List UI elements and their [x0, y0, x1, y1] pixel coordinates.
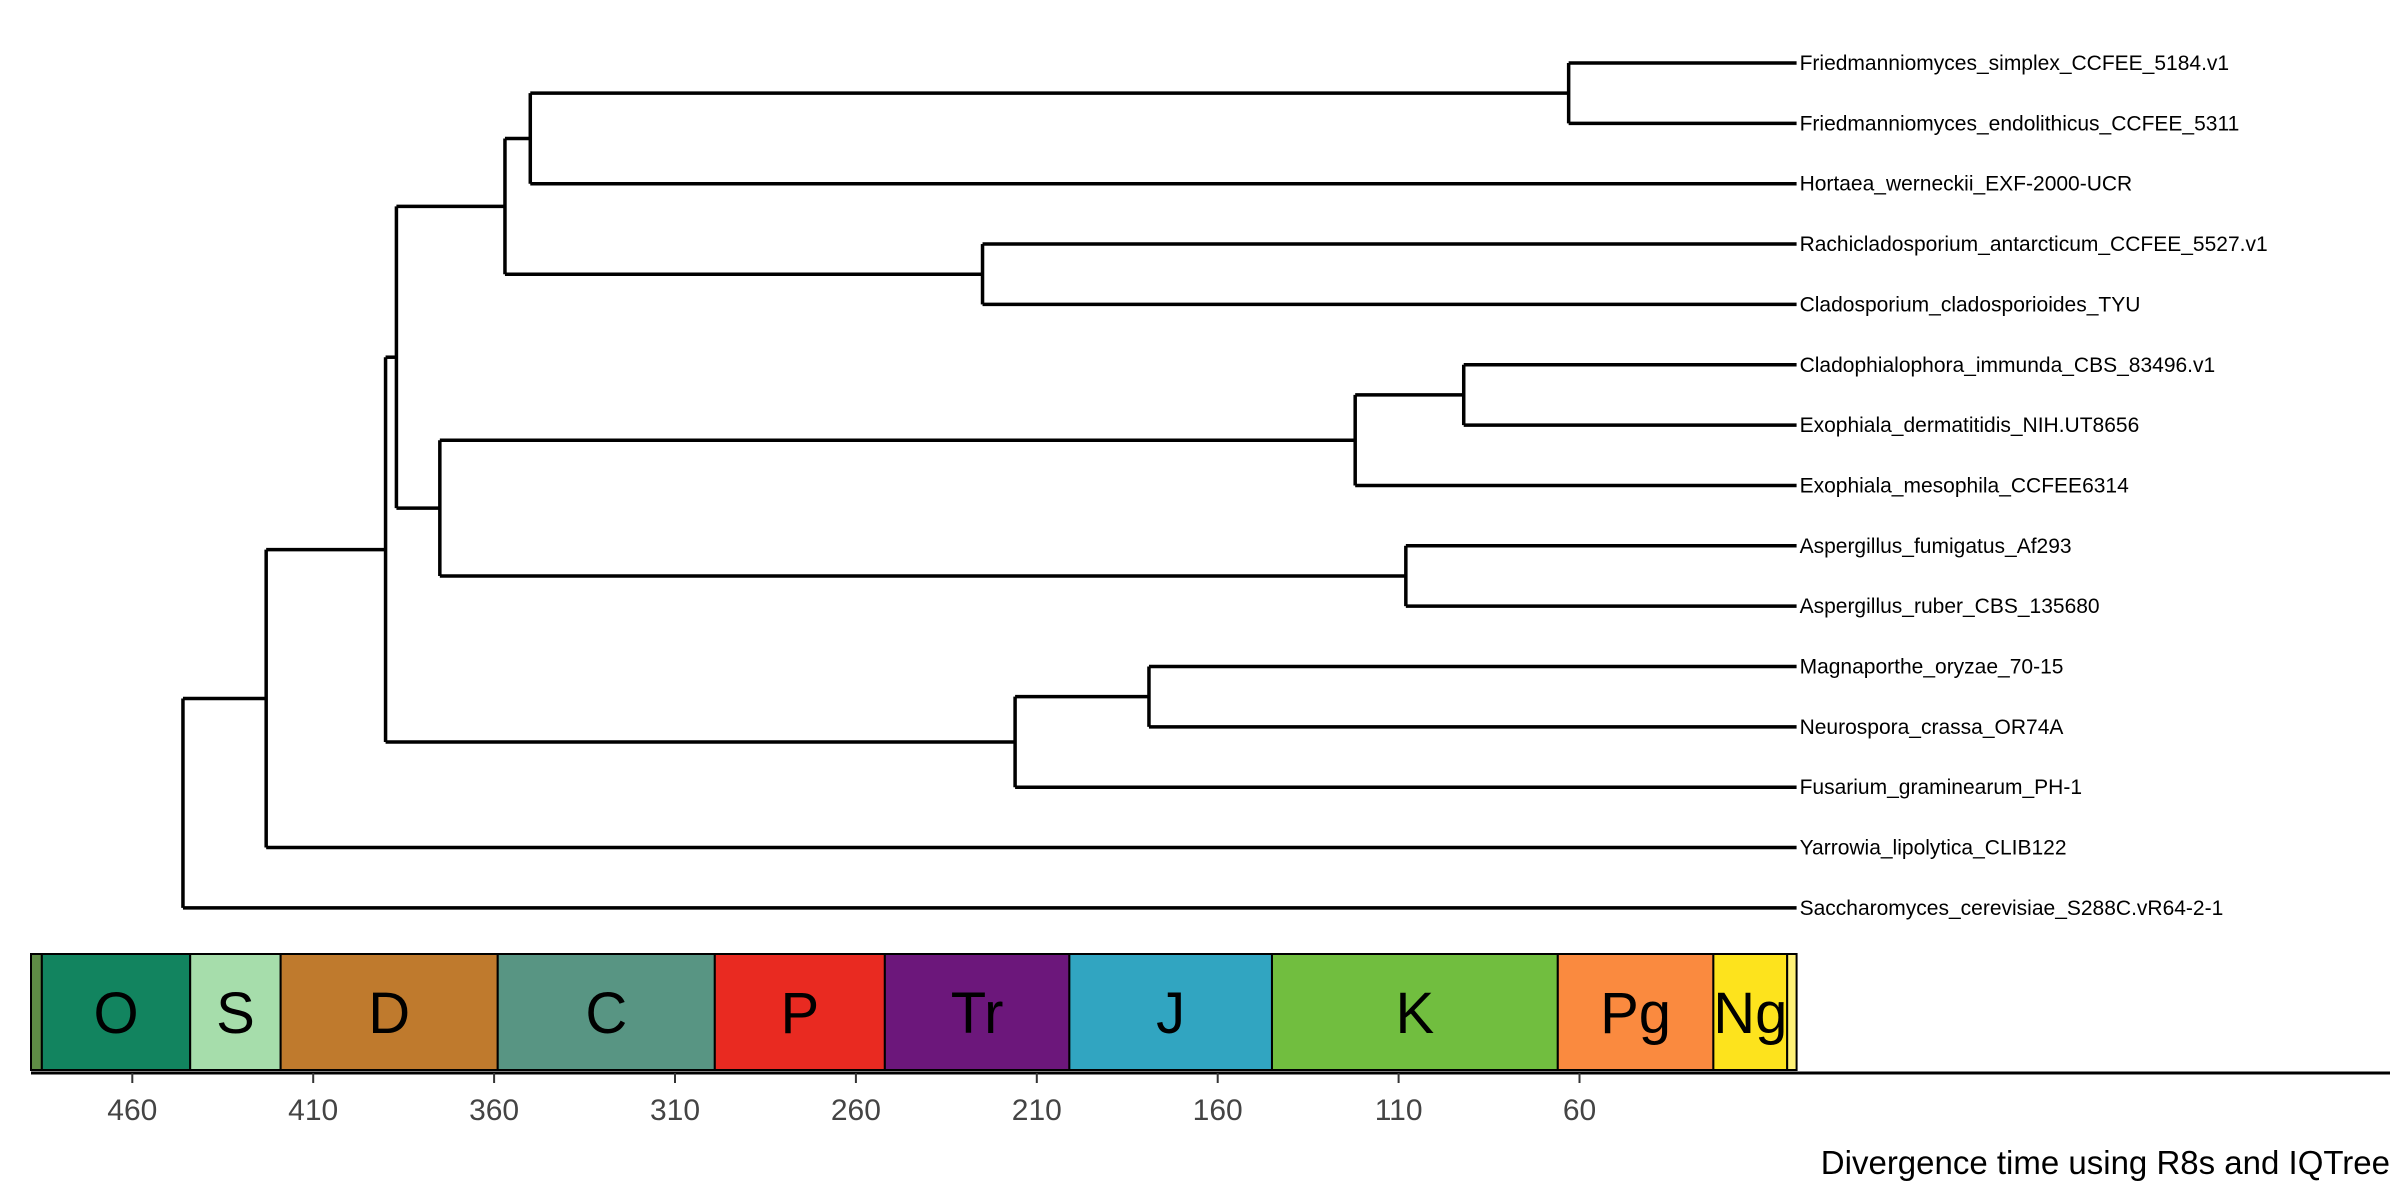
period-label: Pg [1600, 981, 1671, 1046]
tick-label: 360 [469, 1094, 519, 1127]
taxon-label: Cladophialophora_immunda_CBS_83496.v1 [1800, 354, 2216, 377]
taxon-label: Hortaea_werneckii_EXF-2000-UCR [1800, 173, 2133, 196]
time-axis: 460 410 360 310 260 210 160 110 60 [31, 1073, 2390, 1127]
tick-label: 210 [1012, 1094, 1062, 1127]
tree-branches [183, 63, 1797, 908]
taxon-label: Friedmanniomyces_endolithicus_CCFEE_5311 [1800, 112, 2240, 135]
taxon-label: Exophiala_dermatitidis_NIH.UT8656 [1800, 414, 2140, 437]
taxon-labels: Friedmanniomyces_simplex_CCFEE_5184.v1 Fr… [1800, 52, 2268, 920]
taxon-label: Rachicladosporium_antarcticum_CCFEE_5527… [1800, 233, 2268, 256]
taxon-label: Saccharomyces_cerevisiae_S288C.vR64-2-1 [1800, 897, 2224, 920]
period-block-11 [1787, 954, 1796, 1070]
tick-label: 460 [107, 1094, 157, 1127]
taxon-label: Aspergillus_ruber_CBS_135680 [1800, 595, 2100, 618]
period-label: J [1156, 981, 1185, 1046]
period-label: Ng [1713, 981, 1787, 1046]
period-label: D [368, 981, 410, 1046]
geologic-timescale: O S D C P Tr J K Pg Ng [31, 954, 1797, 1070]
taxon-label: Cladosporium_cladosporioides_TYU [1800, 293, 2141, 316]
period-label: O [93, 981, 138, 1046]
tick-label: 310 [650, 1094, 700, 1127]
taxon-label: Magnaporthe_oryzae_70-15 [1800, 656, 2064, 679]
taxon-label: Fusarium_graminearum_PH-1 [1800, 776, 2082, 799]
period-block-0 [31, 954, 42, 1070]
taxon-label: Aspergillus_fumigatus_Af293 [1800, 535, 2072, 558]
taxon-label: Neurospora_crassa_OR74A [1800, 716, 2064, 739]
period-label: C [585, 981, 627, 1046]
period-label: Tr [951, 981, 1004, 1046]
taxon-label: Friedmanniomyces_simplex_CCFEE_5184.v1 [1800, 52, 2230, 75]
tick-label: 410 [288, 1094, 338, 1127]
taxon-label: Yarrowia_lipolytica_CLIB122 [1800, 837, 2067, 860]
period-label: S [216, 981, 255, 1046]
taxon-label: Exophiala_mesophila_CCFEE6314 [1800, 474, 2130, 497]
axis-title: Divergence time using R8s and IQTree [1821, 1144, 2390, 1181]
tick-label: 260 [831, 1094, 881, 1127]
period-label: P [780, 981, 819, 1046]
tick-label: 110 [1375, 1094, 1423, 1127]
tick-label: 160 [1193, 1094, 1243, 1127]
period-label: K [1396, 981, 1435, 1046]
tick-label: 60 [1563, 1094, 1596, 1127]
